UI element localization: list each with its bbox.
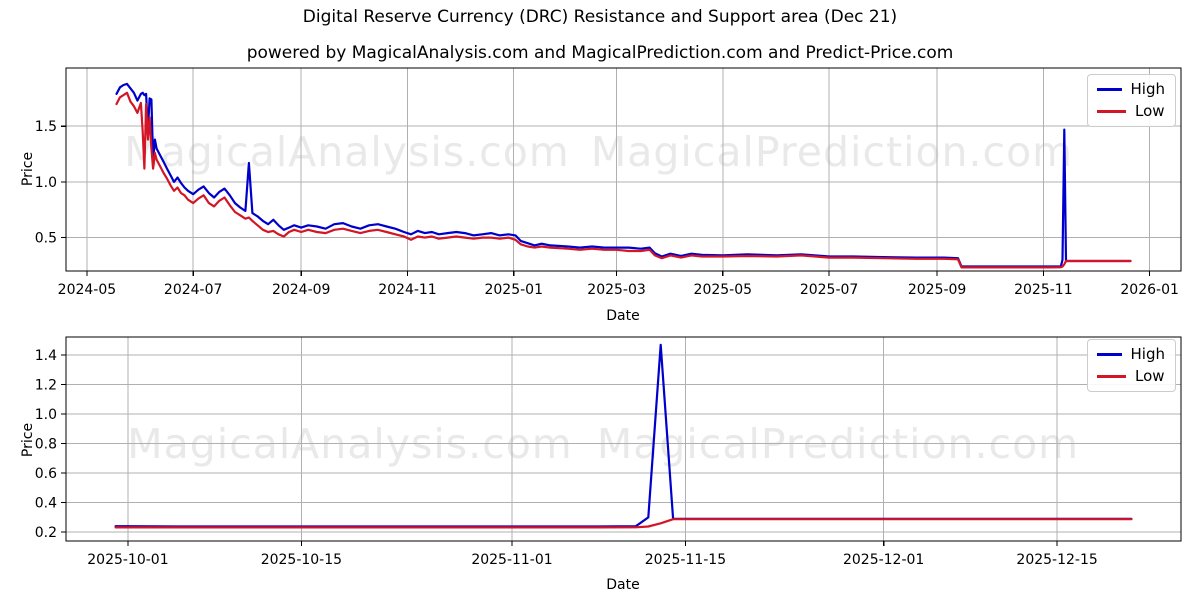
legend-top: High Low xyxy=(1087,74,1176,127)
legend-label-low: Low xyxy=(1135,367,1165,385)
watermark-prediction-top: MagicalPrediction.com xyxy=(590,128,1074,176)
figure-subtitle: powered by MagicalAnalysis.com and Magic… xyxy=(246,43,954,63)
x-tick-label: 2025-12-15 xyxy=(1016,552,1097,568)
x-axis-label-top: Date xyxy=(606,308,640,324)
x-tick-label: 2024-05 xyxy=(58,282,117,298)
plot-border xyxy=(65,336,1182,542)
low-line xyxy=(114,518,1133,529)
x-tick-label: 2025-03 xyxy=(587,282,646,298)
y-axis-label-top: Price xyxy=(20,151,36,187)
y-tick-label: 0.8 xyxy=(35,437,57,453)
legend-label-low: Low xyxy=(1135,102,1165,120)
x-tick-label: 2024-09 xyxy=(272,282,331,298)
y-tick-label: 1.5 xyxy=(35,119,57,135)
x-tick-label: 2026-01 xyxy=(1120,282,1179,298)
y-tick-label: 1.0 xyxy=(35,175,57,191)
figure-title: Digital Reserve Currency (DRC) Resistanc… xyxy=(302,7,898,27)
x-tick-label: 2025-07 xyxy=(800,282,859,298)
legend-item-low: Low xyxy=(1097,369,1165,384)
x-tick-label: 2025-05 xyxy=(694,282,753,298)
y-tick-label: 0.6 xyxy=(35,466,57,482)
x-tick-label: 2025-12-01 xyxy=(843,552,924,568)
x-tick-label: 2025-11-15 xyxy=(645,552,726,568)
x-tick-label: 2025-11 xyxy=(1014,282,1073,298)
high-line xyxy=(115,82,1132,268)
x-axis-label-bottom: Date xyxy=(606,577,640,593)
price-chart-top: 2024-05 2024-07 2024-09 2024-11 2025-01 2025-… xyxy=(35,67,1182,298)
y-axis-label-bottom: Price xyxy=(20,422,36,458)
high-line-swatch xyxy=(1097,353,1122,356)
x-tick-label: 2025-10-01 xyxy=(87,552,168,568)
low-line-swatch xyxy=(1097,375,1126,378)
y-tick-label: 1.2 xyxy=(35,378,57,394)
x-tick-label: 2025-09 xyxy=(908,282,967,298)
low-line-swatch xyxy=(1097,110,1126,113)
x-tick-label: 2025-01 xyxy=(484,282,543,298)
legend-label-high: High xyxy=(1130,345,1165,363)
price-chart-bottom: 2025-10-01 2025-10-15 2025-11-01 2025-11-15… xyxy=(35,336,1182,568)
legend-label-high: High xyxy=(1130,80,1165,98)
legend-item-high: High xyxy=(1097,347,1165,362)
watermark-analysis-top: MagicalAnalysis.com xyxy=(124,128,570,176)
y-tick-label: 1.0 xyxy=(35,407,57,423)
y-tick-label: 0.2 xyxy=(35,525,57,541)
x-tick-label: 2025-11-01 xyxy=(471,552,552,568)
y-tick-label: 0.4 xyxy=(35,496,57,512)
legend-item-high: High xyxy=(1097,82,1165,97)
high-line xyxy=(114,343,1133,528)
legend-bottom: High Low xyxy=(1087,339,1176,392)
x-tick-label: 2024-07 xyxy=(164,282,223,298)
low-line xyxy=(115,91,1132,269)
plot-border xyxy=(65,67,1182,272)
y-tick-label: 0.5 xyxy=(35,231,57,247)
x-tick-label: 2025-10-15 xyxy=(261,552,342,568)
y-tick-label: 1.4 xyxy=(35,348,57,364)
x-tick-label: 2024-11 xyxy=(378,282,437,298)
high-line-swatch xyxy=(1097,88,1122,91)
legend-item-low: Low xyxy=(1097,104,1165,119)
